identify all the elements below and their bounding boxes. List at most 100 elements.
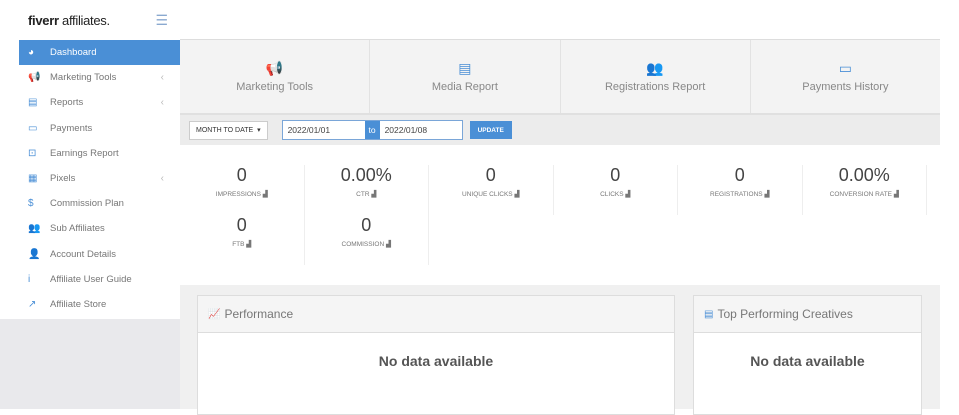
chevron-left-icon[interactable]: ‹: [160, 173, 164, 185]
to-label: to: [364, 121, 380, 139]
empty-message: No data available: [750, 353, 865, 369]
user-icon: 👤: [28, 248, 41, 260]
sidebar-item-label: Affiliate Store: [50, 298, 107, 310]
quick-link-icon: ▤: [458, 60, 472, 76]
sidebar: fiverr affiliates. ☰ ◕ Dashboard 📢 Marketin…: [0, 0, 180, 409]
quick-link-marketing-tools[interactable]: 📢 Marketing Tools: [180, 40, 371, 113]
sidebar-item-account-details[interactable]: 👤 Account Details: [0, 242, 180, 267]
sidebar-item-label: Reports: [50, 97, 84, 109]
sidebar-item-payments[interactable]: ▭ Payments: [0, 116, 180, 141]
quick-link-icon: 👥: [646, 60, 664, 76]
logo-bar: fiverr affiliates. ☰: [0, 0, 180, 40]
money-icon: ⊡: [28, 147, 37, 159]
quick-link-icon: ▭: [838, 60, 852, 76]
quick-link-registrations-report[interactable]: 👥 Registrations Report: [561, 40, 751, 113]
calendar-icon: ▤: [28, 97, 38, 109]
sidebar-item-affiliate-user-guide[interactable]: i Affiliate User Guide: [0, 267, 180, 292]
stat-label: REGISTRATIONS: [710, 191, 763, 198]
dollar-icon: $: [28, 198, 34, 210]
sidebar-menu: ◕ Dashboard 📢 Marketing Tools ‹ ▤ Reports ‹ ▭ Pay…: [0, 40, 180, 320]
stat-ctr: 0.00% CTR ▟: [305, 165, 429, 215]
stat-conversion-rate: 0.00% CONVERSION RATE ▟: [803, 165, 927, 215]
sidebar-item-label: Payments: [50, 122, 93, 134]
sidebar-item-label: Earnings Report: [50, 147, 119, 159]
quick-link-label: Payments History: [802, 81, 889, 93]
date-filter-bar: MONTH TO DATE ▾ to UPDATE: [180, 115, 940, 145]
sidebar-item-dashboard[interactable]: ◕ Dashboard: [19, 40, 180, 66]
top-bar: [180, 0, 940, 40]
quick-links: 📢 Marketing Tools ▤ Media Report 👥 Registrati…: [180, 40, 940, 115]
dashboard-icon: ◕: [28, 47, 35, 59]
stat-value: 0: [361, 215, 372, 235]
stat-commission: 0 COMMISSION ▟: [305, 215, 429, 265]
hamburger-menu-icon[interactable]: ☰: [155, 11, 168, 28]
date-range-inputs: to: [281, 120, 463, 140]
bar-chart-icon[interactable]: ▟: [764, 191, 770, 198]
stat-label: CLICKS: [600, 191, 624, 198]
sidebar-item-pixels[interactable]: ▦ Pixels ‹: [0, 166, 180, 191]
stat-clicks: 0 CLICKS ▟: [554, 165, 678, 215]
bar-chart-icon[interactable]: ▟: [893, 191, 899, 198]
stat-ftb: 0 FTB ▟: [180, 215, 305, 265]
stat-impressions: 0 IMPRESSIONS ▟: [180, 165, 305, 215]
bar-chart-icon[interactable]: ▟: [262, 191, 268, 198]
sidebar-item-label: Marketing Tools: [50, 72, 117, 84]
sidebar-item-label: Account Details: [50, 248, 117, 260]
bar-chart-icon[interactable]: ▟: [246, 241, 252, 248]
update-button[interactable]: UPDATE: [469, 121, 512, 139]
sidebar-item-label: Dashboard: [50, 47, 97, 59]
sidebar-item-marketing-tools[interactable]: 📢 Marketing Tools ‹: [0, 65, 180, 90]
chevron-left-icon[interactable]: ‹: [160, 97, 164, 109]
stat-label: CTR: [356, 191, 370, 198]
stat-value: 0.00%: [838, 165, 890, 185]
line-chart-icon: 📈: [208, 308, 221, 320]
panel-title: Top Performing Creatives: [717, 307, 853, 321]
stat-value: 0: [485, 165, 496, 185]
stat-value: 0: [236, 165, 247, 185]
stat-label: CONVERSION RATE: [829, 191, 893, 198]
users-icon: 👥: [28, 223, 41, 235]
sidebar-item-commission-plan[interactable]: $ Commission Plan: [0, 191, 180, 216]
bar-chart-icon[interactable]: ▟: [625, 191, 631, 198]
stat-value: 0.00%: [340, 165, 392, 185]
start-date-input[interactable]: [282, 121, 365, 139]
date-range-select[interactable]: MONTH TO DATE ▾: [189, 120, 268, 140]
stat-label: UNIQUE CLICKS: [462, 191, 513, 198]
chevron-left-icon[interactable]: ‹: [160, 72, 164, 84]
stats-grid: 0 IMPRESSIONS ▟ 0.00% CTR ▟ 0 UNIQUE CLICKS ▟…: [180, 145, 940, 285]
grid-icon: ▦: [28, 173, 38, 185]
info-icon: i: [28, 273, 31, 285]
sidebar-item-label: Sub Affiliates: [50, 223, 105, 235]
caret-down-icon: ▾: [257, 127, 261, 134]
stat-unique-clicks: 0 UNIQUE CLICKS ▟: [429, 165, 554, 215]
sidebar-item-affiliate-store[interactable]: ↗ Affiliate Store: [0, 292, 180, 317]
megaphone-icon: 📢: [28, 72, 41, 84]
quick-link-media-report[interactable]: ▤ Media Report: [370, 40, 561, 113]
sidebar-item-label: Commission Plan: [50, 198, 124, 210]
bar-chart-icon[interactable]: ▟: [385, 241, 391, 248]
table-icon: ▤: [704, 308, 714, 320]
stat-value: 0: [236, 215, 247, 235]
quick-link-label: Marketing Tools: [236, 81, 314, 93]
panel-title: Performance: [224, 307, 294, 321]
stat-value: 0: [610, 165, 621, 185]
sidebar-item-label: Pixels: [50, 173, 76, 185]
quick-link-label: Media Report: [431, 81, 498, 93]
stat-registrations: 0 REGISTRATIONS ▟: [678, 165, 803, 215]
bar-chart-icon[interactable]: ▟: [371, 191, 377, 198]
external-link-icon: ↗: [28, 298, 37, 310]
empty-message: No data available: [378, 353, 494, 369]
stat-label: COMMISSION: [341, 241, 385, 248]
quick-link-icon: 📢: [265, 60, 284, 76]
sidebar-item-earnings-report[interactable]: ⊡ Earnings Report: [0, 141, 180, 166]
credit-card-icon: ▭: [28, 122, 38, 134]
logo[interactable]: fiverr affiliates.: [28, 12, 110, 28]
top-creatives-panel: ▤ Top Performing Creatives No data availa…: [693, 295, 922, 415]
bar-chart-icon[interactable]: ▟: [514, 191, 520, 198]
end-date-input[interactable]: [379, 121, 462, 139]
quick-link-payments-history[interactable]: ▭ Payments History: [751, 40, 940, 113]
sidebar-item-label: Affiliate User Guide: [50, 273, 132, 285]
sidebar-item-sub-affiliates[interactable]: 👥 Sub Affiliates: [0, 216, 180, 241]
sidebar-item-reports[interactable]: ▤ Reports ‹: [0, 90, 180, 115]
stat-label: IMPRESSIONS: [215, 191, 261, 198]
